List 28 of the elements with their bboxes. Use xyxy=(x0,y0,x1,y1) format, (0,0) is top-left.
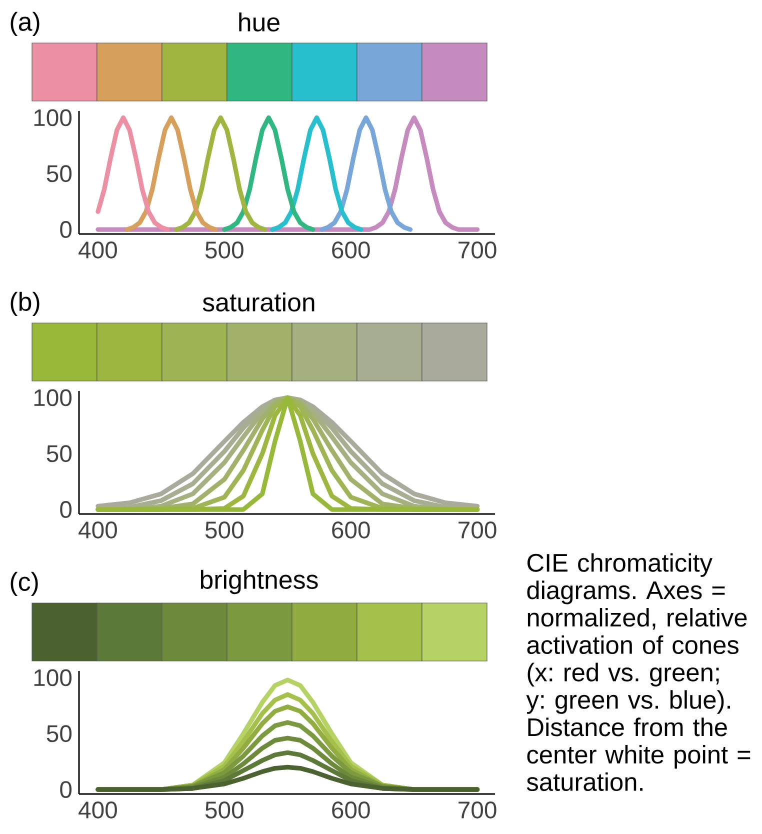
chart-title: saturation xyxy=(202,292,314,312)
x-tick-label: 700 xyxy=(458,522,496,538)
y-tick-label: 100 xyxy=(34,389,72,406)
x-tick-label: 700 xyxy=(458,802,496,818)
y-tick-label: 0 xyxy=(60,781,72,798)
y-tick-label: 0 xyxy=(60,501,72,518)
x-tick-label: 700 xyxy=(458,242,496,258)
x-tick-label: 400 xyxy=(78,802,117,818)
y-tick-label: 50 xyxy=(46,445,72,462)
text: (a) xyxy=(10,12,40,36)
y-tick-label: 50 xyxy=(46,165,72,182)
x-tick-label: 600 xyxy=(332,242,370,258)
x-tick-label: 600 xyxy=(332,522,370,538)
y-tick-label: 100 xyxy=(34,109,72,126)
y-tick-label: 0 xyxy=(60,221,72,238)
x-tick-label: 400 xyxy=(78,522,117,538)
x-tick-label: 400 xyxy=(78,242,117,258)
x-tick-label: 500 xyxy=(205,802,244,818)
x-tick-label: 500 xyxy=(205,522,244,538)
chart-title: brightness xyxy=(200,570,318,594)
y-tick-label: 50 xyxy=(46,725,72,742)
text: (b) xyxy=(10,292,40,316)
text: CIE chromaticity diagrams. Axes = normalized, relative activation of cones (x: red vs. green; y: green vs. blue). Distance from the center white point = saturation. xyxy=(526,553,750,792)
x-tick-label: 500 xyxy=(205,242,244,258)
text: (c) xyxy=(10,572,38,596)
chart-title: hue xyxy=(239,12,280,32)
y-tick-label: 100 xyxy=(34,669,72,686)
x-tick-label: 600 xyxy=(332,802,370,818)
